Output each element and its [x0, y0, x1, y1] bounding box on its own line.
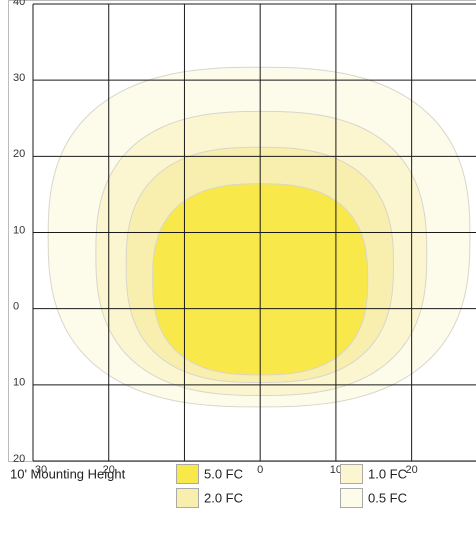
legend-swatch	[176, 464, 199, 484]
x-tick-label: 10	[330, 464, 342, 476]
y-tick-label: 20	[13, 148, 25, 160]
legend-label: 0.5 FC	[368, 490, 407, 505]
x-tick-label: 0	[257, 464, 263, 476]
x-tick-label: 30	[35, 464, 47, 476]
x-tick-label: 20	[406, 464, 418, 476]
legend-label: 2.0 FC	[204, 490, 243, 505]
legend-label: 1.0 FC	[368, 466, 407, 481]
x-tick-label: 20	[103, 464, 115, 476]
legend-swatch	[176, 488, 199, 508]
y-tick-label: 20	[13, 453, 25, 465]
y-tick-label: 10	[13, 224, 25, 236]
y-tick-label: 30	[13, 72, 25, 84]
y-tick-label: 40	[13, 0, 25, 8]
legend-swatch	[340, 464, 363, 484]
legend-title: 10' Mounting Height	[10, 466, 126, 481]
legend-label: 5.0 FC	[204, 466, 243, 481]
legend-swatch	[340, 488, 363, 508]
y-tick-label: 0	[13, 301, 19, 313]
y-tick-label: 10	[13, 377, 25, 389]
